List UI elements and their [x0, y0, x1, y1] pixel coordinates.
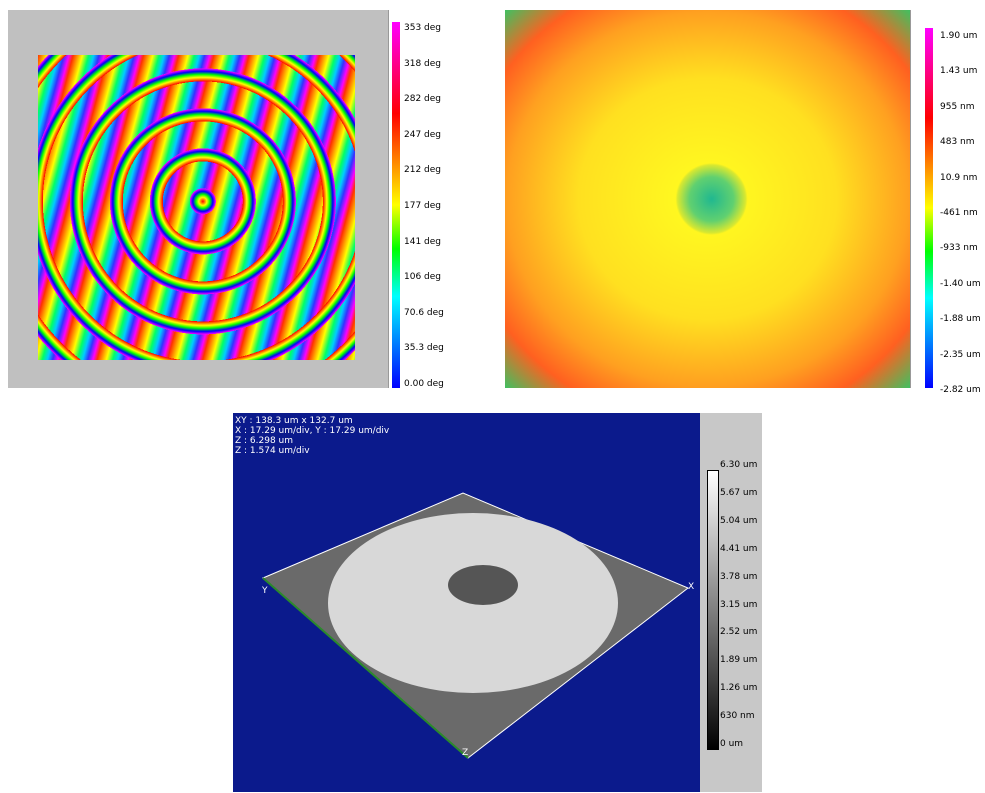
height-scale-panel [910, 10, 985, 388]
scale-label: -2.82 um [940, 385, 981, 395]
scale-label: 353 deg [404, 23, 442, 33]
3d-surface [262, 492, 689, 759]
axis-label: Z [462, 748, 469, 758]
scale-label: 630 nm [720, 711, 755, 722]
scale-label: -1.88 um [940, 314, 981, 325]
scale-label: 1.90 um [940, 31, 978, 41]
scale-label: 0 um [720, 739, 744, 749]
scale-label: 5.67 um [720, 487, 758, 498]
info-line: Z : 1.574 um/div [235, 446, 310, 456]
axis-label: X [688, 582, 695, 592]
scale-label: -933 nm [940, 243, 978, 254]
scale-label: -1.40 um [940, 278, 981, 289]
phase-map [38, 55, 355, 360]
scale-label: 177 deg [404, 201, 442, 211]
axis-line [262, 577, 469, 759]
scale-label: 6.30 um [720, 460, 758, 470]
scale-label: 141 deg [404, 236, 442, 247]
scale-label: 4.41 um [720, 543, 758, 554]
3d-colorbar [707, 470, 719, 750]
scale-label: 483 nm [940, 137, 975, 148]
info-line: XY : 138.3 um x 132.7 um [235, 416, 353, 426]
scale-label: 2.52 um [720, 627, 758, 638]
scale-label: 5.04 um [720, 515, 758, 526]
info-line: Z : 6.298 um [235, 436, 294, 446]
scale-label: 1.89 um [720, 655, 758, 666]
scale-label: 247 deg [404, 129, 442, 140]
scale-label: 955 nm [940, 101, 975, 112]
scale-label: 1.26 um [720, 683, 758, 694]
info-line: X : 17.29 um/div, Y : 17.29 um/div [235, 426, 390, 436]
axis-label: Y [262, 586, 268, 596]
scale-label: 1.43 um [940, 66, 978, 77]
scale-label: 3.78 um [720, 571, 758, 582]
scale-label: -461 nm [940, 208, 978, 218]
phase-colorbar [392, 22, 400, 388]
surface-dimple [448, 565, 518, 605]
scale-label: -2.35 um [940, 349, 981, 360]
scale-label: 35.3 deg [404, 343, 444, 354]
height-colorbar [925, 28, 933, 388]
scale-label: 282 deg [404, 94, 442, 105]
scale-label: 106 deg [404, 272, 442, 283]
scale-label: 0.00 deg [404, 379, 444, 389]
scale-label: 212 deg [404, 165, 442, 176]
scale-label: 10.9 nm [940, 172, 978, 183]
scale-label: 318 deg [404, 58, 442, 69]
scale-label: 3.15 um [720, 599, 758, 610]
scale-label: 70.6 deg [404, 307, 444, 318]
height-map [505, 10, 910, 388]
